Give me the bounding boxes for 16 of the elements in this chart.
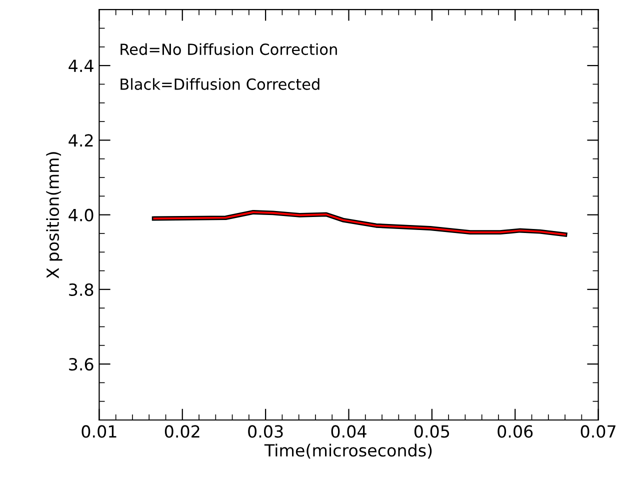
x-tick-label: 0.04 [331,425,366,438]
x-axis-title: Time(microseconds) [264,444,432,459]
annotation: Red=No Diffusion Correction [120,43,337,56]
y-tick-label: 4.0 [68,208,94,222]
y-tick-label: 4.2 [68,134,93,147]
y-tick-label: 4.4 [68,60,94,72]
x-tick-label: 0.05 [414,425,450,438]
y-tick-label: 3.6 [69,358,94,371]
annotation: Black=Diffusion Corrected [120,78,320,90]
x-tick-label: 0.03 [248,425,283,438]
x-tick-label: 0.06 [498,425,533,438]
y-axis-title: X position(mm) [46,152,62,278]
y-tick-label: 3.8 [69,283,94,296]
x-tick-label: 0.07 [580,425,616,438]
x-tick-label: 0.02 [164,425,200,438]
x-tick-label: 0.01 [82,425,116,438]
